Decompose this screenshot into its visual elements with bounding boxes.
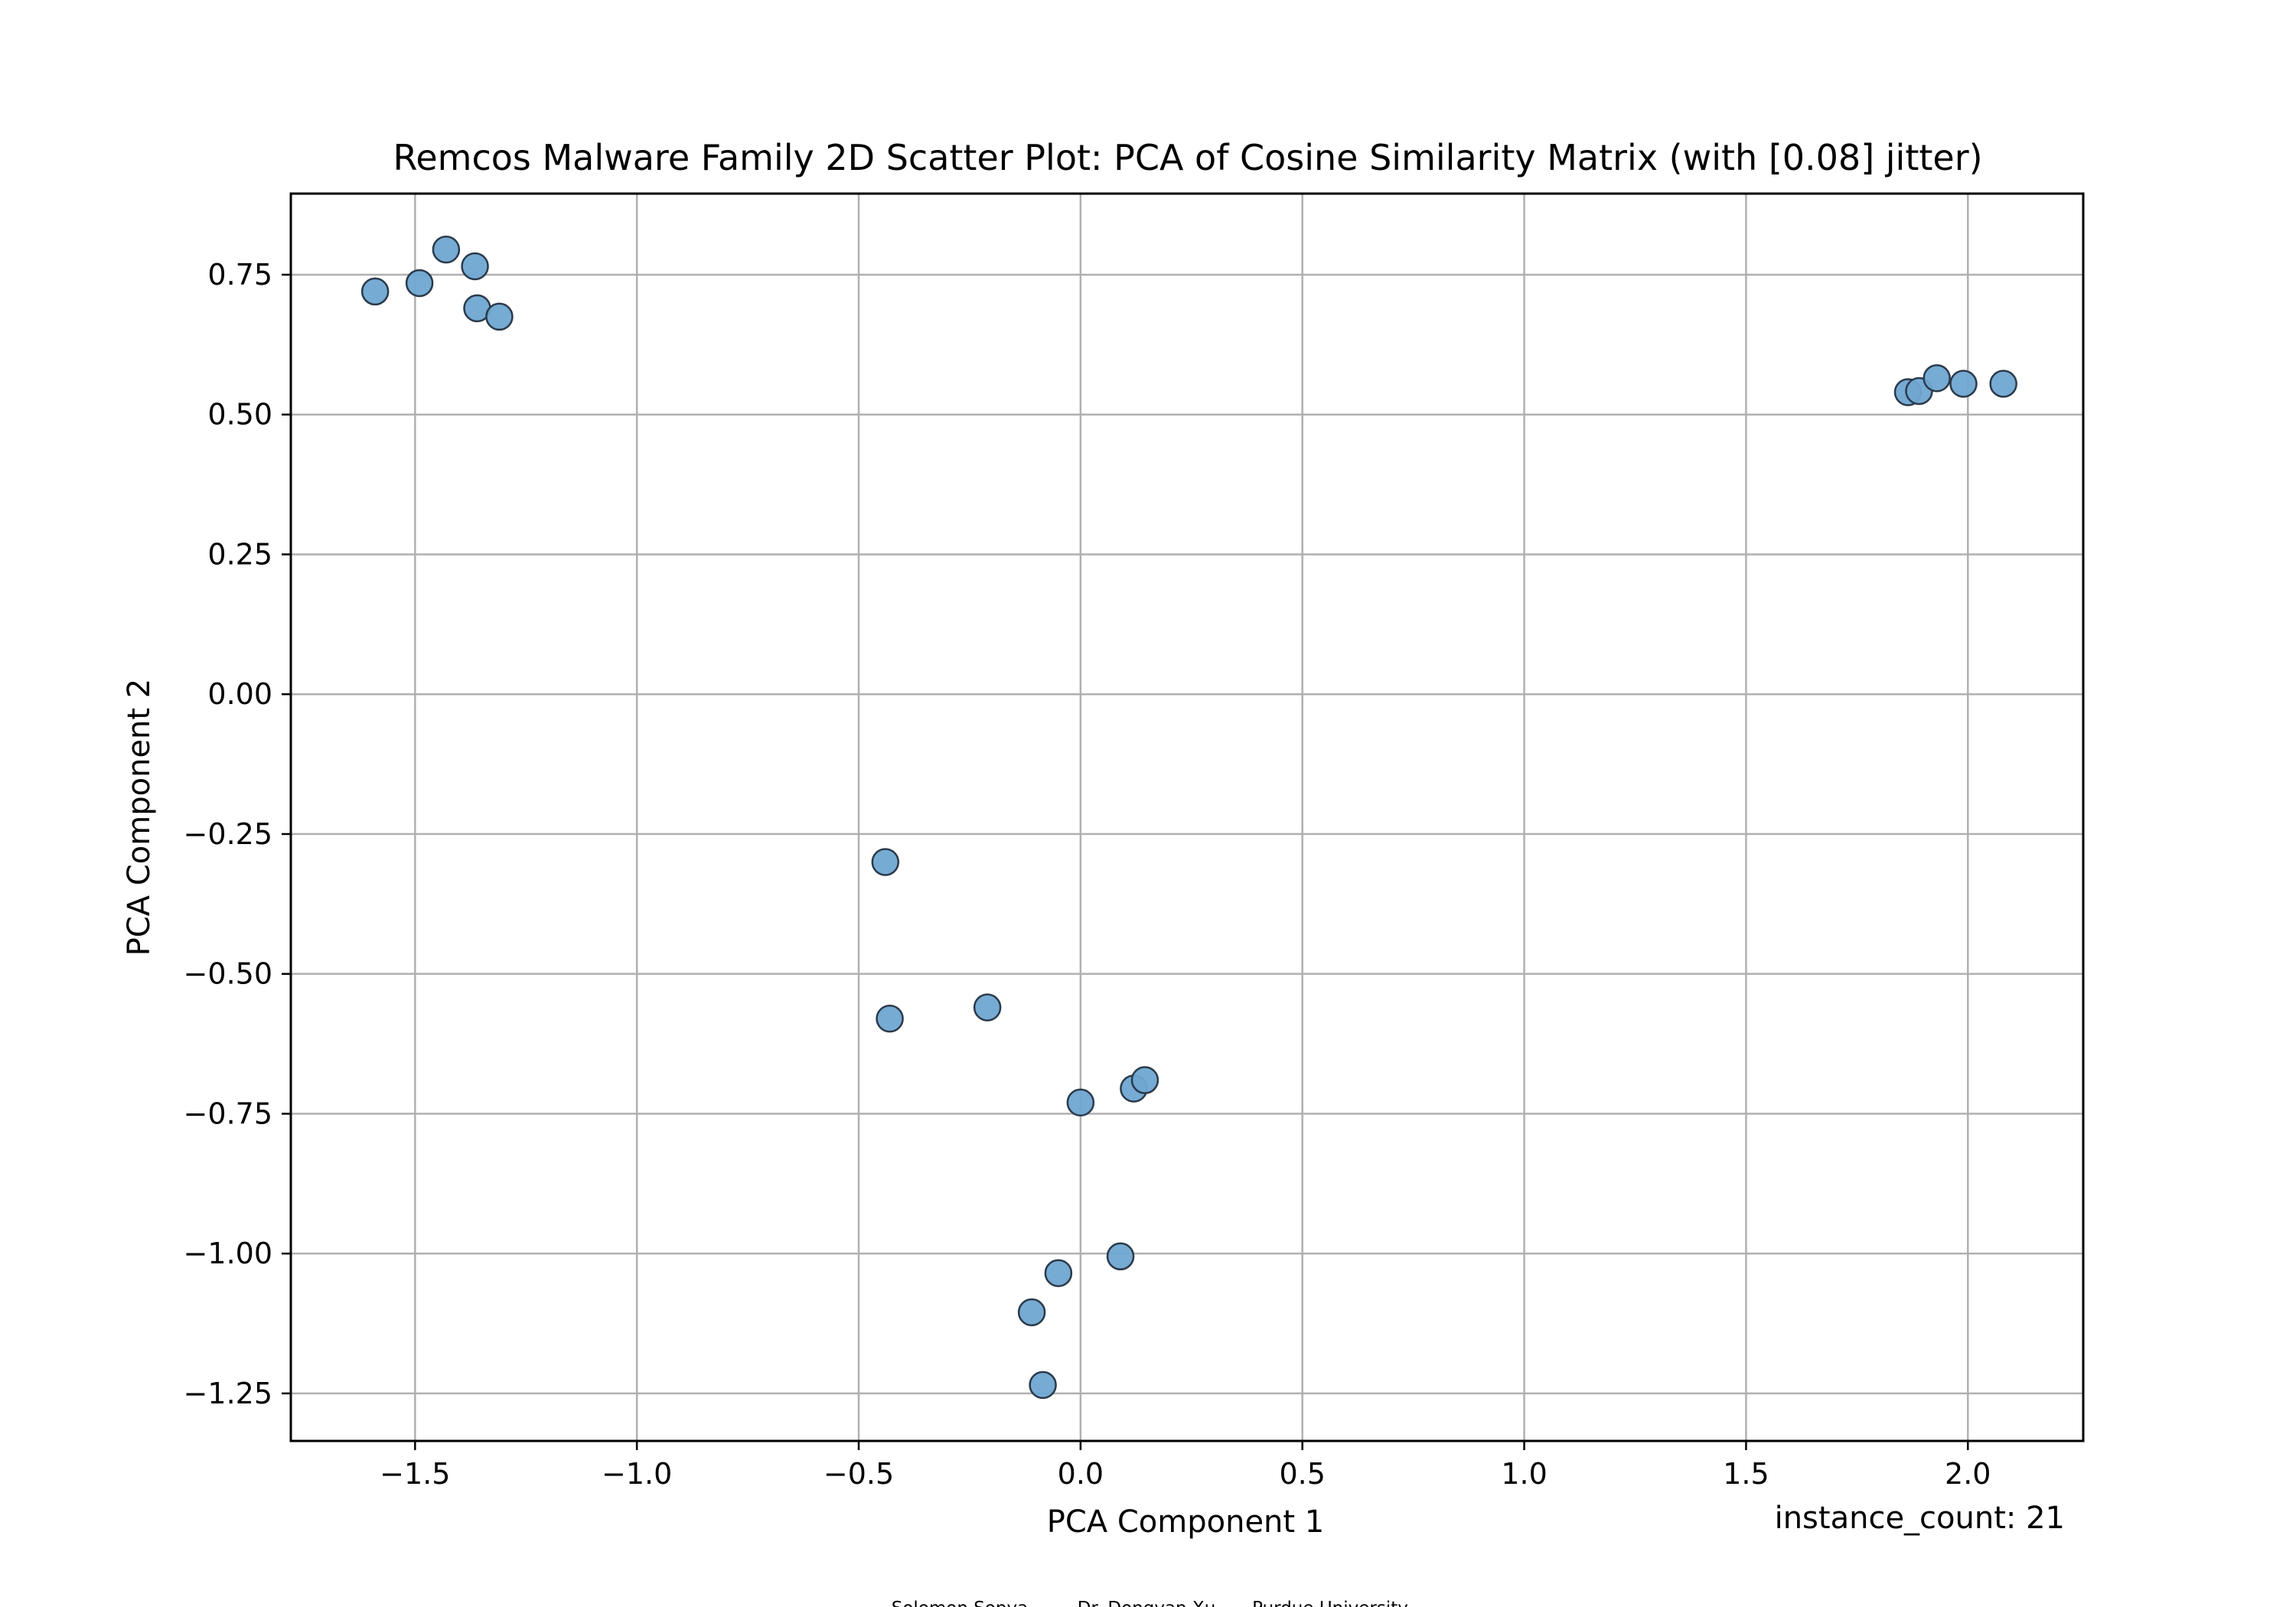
data-point — [1949, 370, 1978, 398]
footer-author-2: Dr. Dongyan Xu — [1078, 1599, 1216, 1607]
x-tick-label: −1.5 — [380, 1457, 450, 1491]
y-tick-label: −0.50 — [184, 957, 272, 991]
data-point — [461, 252, 489, 281]
data-point — [1989, 370, 2017, 398]
data-point — [360, 277, 390, 306]
footer-institution: Purdue University — [1252, 1599, 1408, 1607]
x-tick-label: 0.0 — [1058, 1457, 1104, 1491]
y-axis-label: PCA Component 2 — [122, 679, 157, 957]
data-point — [871, 848, 900, 876]
x-tick-label: 0.5 — [1280, 1457, 1326, 1491]
y-tick-label: −1.25 — [184, 1377, 272, 1410]
x-tick-label: −1.0 — [602, 1457, 672, 1491]
data-point — [1130, 1066, 1159, 1094]
data-point — [973, 993, 1002, 1022]
data-point — [405, 269, 434, 298]
data-point — [485, 302, 514, 331]
data-point — [432, 235, 461, 264]
y-tick-label: −1.00 — [184, 1237, 272, 1270]
y-tick-label: 0.25 — [207, 537, 272, 571]
data-point — [1066, 1088, 1095, 1117]
data-point — [1923, 363, 1951, 393]
y-tick-label: −0.75 — [184, 1097, 272, 1130]
points-layer — [360, 235, 2017, 1400]
chart-title: Remcos Malware Family 2D Scatter Plot: P… — [393, 137, 1982, 178]
data-point — [1029, 1371, 1057, 1400]
y-tick-label: −0.25 — [184, 817, 272, 851]
grid-layer — [291, 194, 2083, 1441]
instance-count-annotation: instance_count: 21 — [1775, 1501, 2065, 1536]
y-tick-label: 0.50 — [207, 398, 272, 432]
plot-frame — [289, 192, 2085, 1442]
x-ticks: −1.5 −1.0 −0.5 0.0 0.5 1.0 1.5 2.0 — [380, 1441, 1991, 1491]
x-tick-label: −0.5 — [823, 1457, 894, 1491]
data-point — [876, 1004, 904, 1033]
y-ticks: 0.75 0.50 0.25 0.00 −0.25 −0.50 −0.75 −1.00 −1.2… — [184, 258, 291, 1410]
data-point — [1044, 1259, 1073, 1287]
footer-author-1: Solomon Sonya — [892, 1599, 1028, 1607]
footer: Solomon Sonya Dr. Dongyan Xu Purdue Univ… — [892, 1599, 1408, 1607]
x-tick-label: 1.5 — [1723, 1457, 1769, 1491]
data-point — [1017, 1298, 1046, 1327]
x-tick-label: 1.0 — [1501, 1457, 1547, 1491]
x-axis-label: PCA Component 1 — [1047, 1504, 1325, 1540]
x-tick-label: 2.0 — [1945, 1457, 1991, 1491]
y-tick-label: 0.75 — [207, 258, 272, 292]
data-point — [1106, 1242, 1135, 1271]
y-tick-label: 0.00 — [207, 677, 272, 711]
